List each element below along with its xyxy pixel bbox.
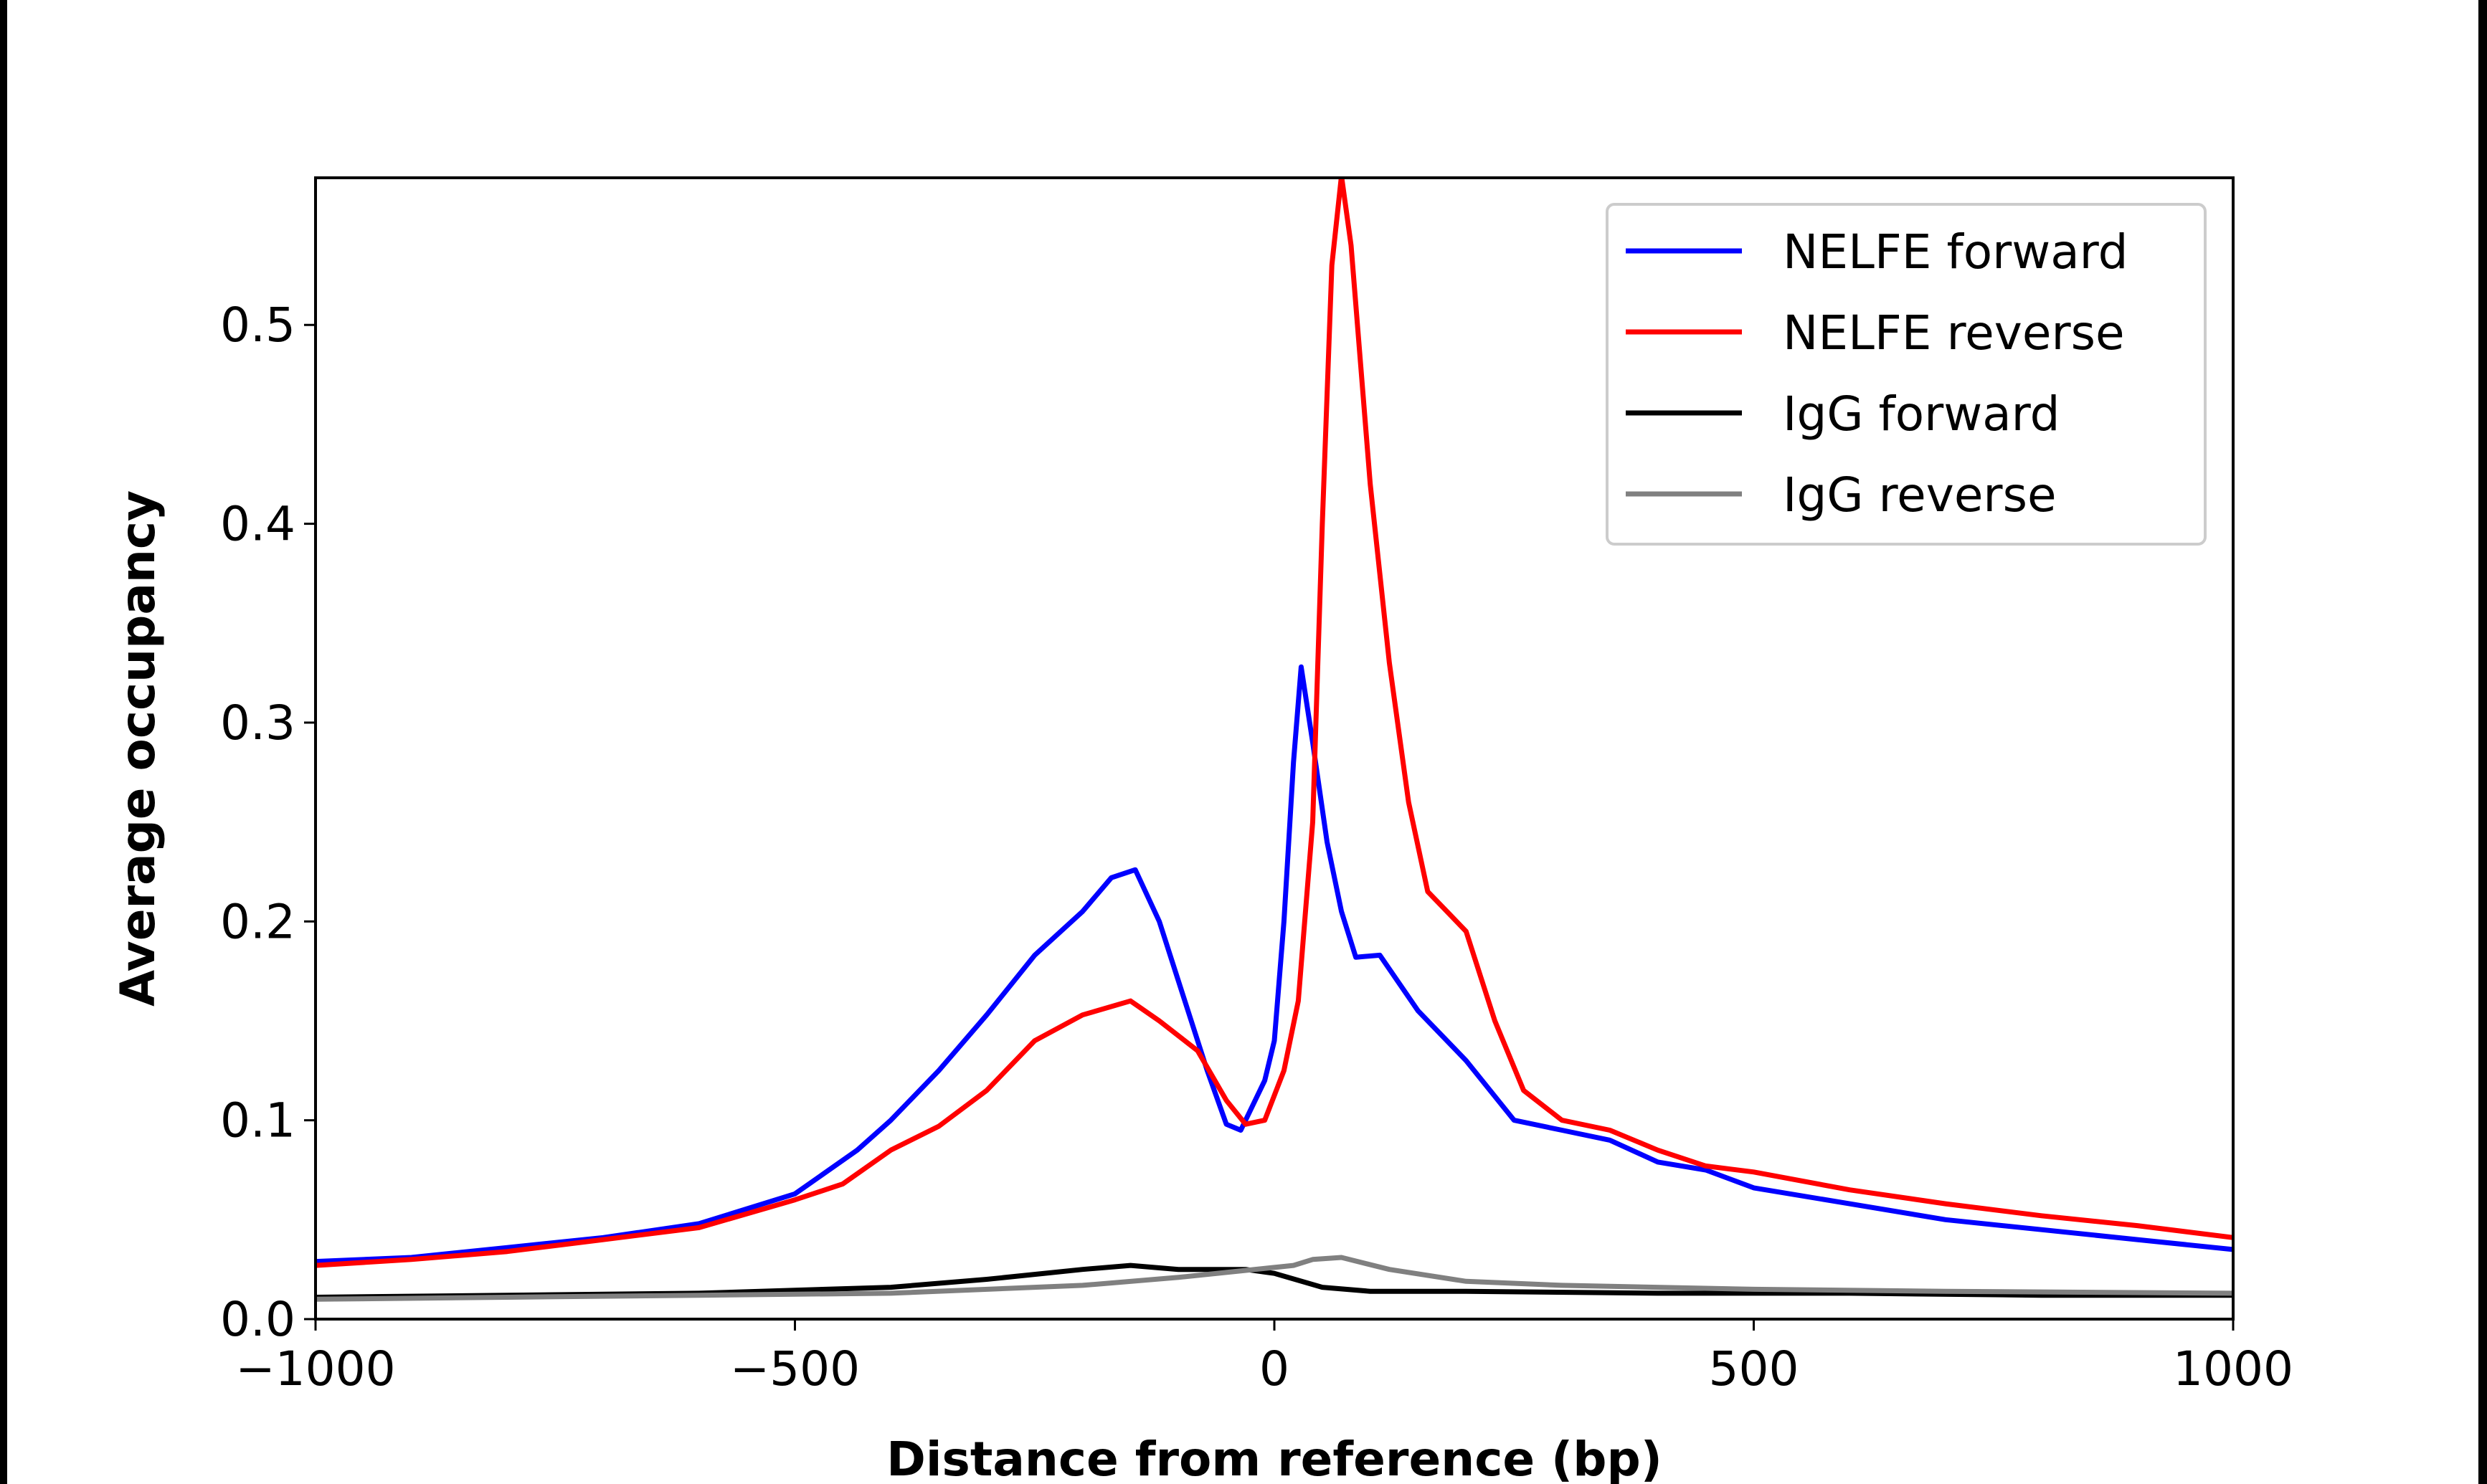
right-border: [2478, 0, 2487, 1484]
y-tick-label: 0.3: [220, 695, 295, 751]
legend-entry: NELFE forward: [1626, 224, 2128, 280]
y-tick-label: 0.5: [220, 298, 295, 353]
legend-entry: IgG reverse: [1626, 467, 2057, 523]
legend-box: [1606, 203, 2207, 546]
legend-label: NELFE reverse: [1783, 305, 2125, 361]
y-tick-label: 0.4: [220, 497, 295, 552]
series-layer: [316, 178, 2233, 1302]
x-tick-label: −500: [730, 1341, 860, 1397]
series-line-nelfe-forward: [316, 664, 2233, 1265]
y-tick-label: 0.0: [220, 1292, 295, 1347]
left-border: [0, 0, 7, 1484]
legend-label: IgG forward: [1783, 386, 2060, 442]
x-tick-label: 0: [1259, 1341, 1289, 1397]
x-tick-label: −1000: [235, 1341, 395, 1397]
series-line-nelfe-reverse: [316, 178, 2233, 1268]
legend-entry: NELFE reverse: [1626, 305, 2125, 361]
ticks-layer: −1000 −500 0 500 1000 0.0 0.1 0.2 0.3 0.4 0.5: [220, 298, 2293, 1397]
x-tick-label: 1000: [2173, 1341, 2293, 1397]
y-tick-label: 0.1: [220, 1093, 295, 1148]
legend-label: IgG reverse: [1783, 467, 2057, 523]
y-tick-label: 0.2: [220, 894, 295, 949]
x-axis-label: Distance from reference (bp): [886, 1432, 1662, 1484]
series-line-igg-reverse: [316, 1255, 2233, 1302]
y-axis-label: Average occupancy: [110, 490, 166, 1007]
legend-entry: IgG forward: [1626, 386, 2060, 442]
legend-label: NELFE forward: [1783, 224, 2128, 280]
x-tick-label: 500: [1709, 1341, 1799, 1397]
legend: NELFE forward NELFE reverse IgG forward IgG…: [1606, 203, 2207, 546]
